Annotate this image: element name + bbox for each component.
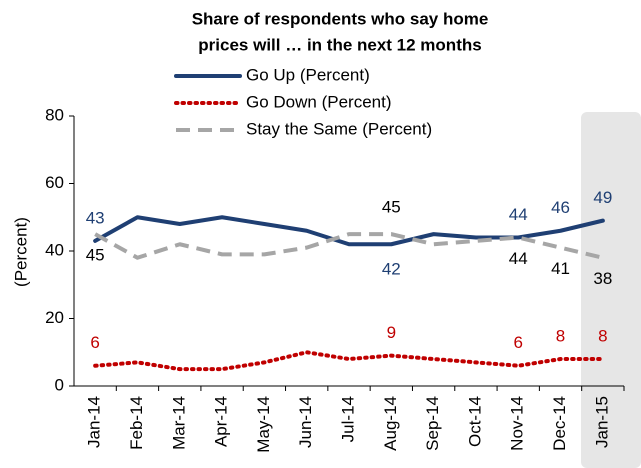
y-tick-label: 0 (55, 375, 64, 394)
data-label: 45 (86, 246, 105, 265)
data-label: 44 (509, 205, 528, 224)
x-tick-label: Apr-14 (212, 396, 231, 447)
x-tick-label: Jan-14 (85, 396, 104, 448)
data-label: 6 (90, 333, 99, 352)
data-label: 8 (556, 326, 565, 345)
x-tick-label: Jun-14 (296, 396, 315, 448)
y-tick-label: 20 (45, 308, 64, 327)
y-tick-label: 40 (45, 240, 64, 259)
y-tick-label: 80 (45, 105, 64, 124)
data-label: 43 (86, 208, 105, 227)
x-tick-label: Oct-14 (465, 396, 484, 447)
data-label: 44 (509, 249, 528, 268)
x-tick-label: Mar-14 (169, 396, 188, 450)
legend-label: Stay the Same (Percent) (246, 119, 432, 138)
x-tick-label: Jan-15 (592, 396, 611, 448)
data-label: 45 (382, 198, 401, 217)
x-tick-label: Feb-14 (127, 396, 146, 450)
legend-label: Go Up (Percent) (246, 65, 370, 84)
x-tick-label: May-14 (254, 396, 273, 453)
data-label: 9 (387, 323, 396, 342)
x-tick-label: Dec-14 (550, 396, 569, 451)
data-label: 42 (382, 260, 401, 279)
chart-title: Share of respondents who say home (192, 9, 489, 28)
data-label: 8 (598, 326, 607, 345)
series-line (93, 350, 605, 372)
x-tick-label: Sep-14 (423, 396, 442, 451)
series-line (93, 215, 605, 247)
x-tick-label: Aug-14 (381, 396, 400, 451)
chart-title: prices will … in the next 12 months (198, 35, 481, 54)
legend-label: Go Down (Percent) (246, 92, 392, 111)
y-axis-label: (Percent) (11, 217, 30, 287)
data-label: 6 (513, 333, 522, 352)
data-label: 46 (551, 198, 570, 217)
series-line (94, 232, 604, 260)
highlight-band (581, 112, 641, 468)
data-label: 41 (551, 259, 570, 278)
y-tick-label: 60 (45, 173, 64, 192)
data-label: 38 (593, 269, 612, 288)
x-tick-label: Jul-14 (338, 396, 357, 442)
x-tick-label: Nov-14 (508, 396, 527, 451)
data-label: 49 (593, 188, 612, 207)
